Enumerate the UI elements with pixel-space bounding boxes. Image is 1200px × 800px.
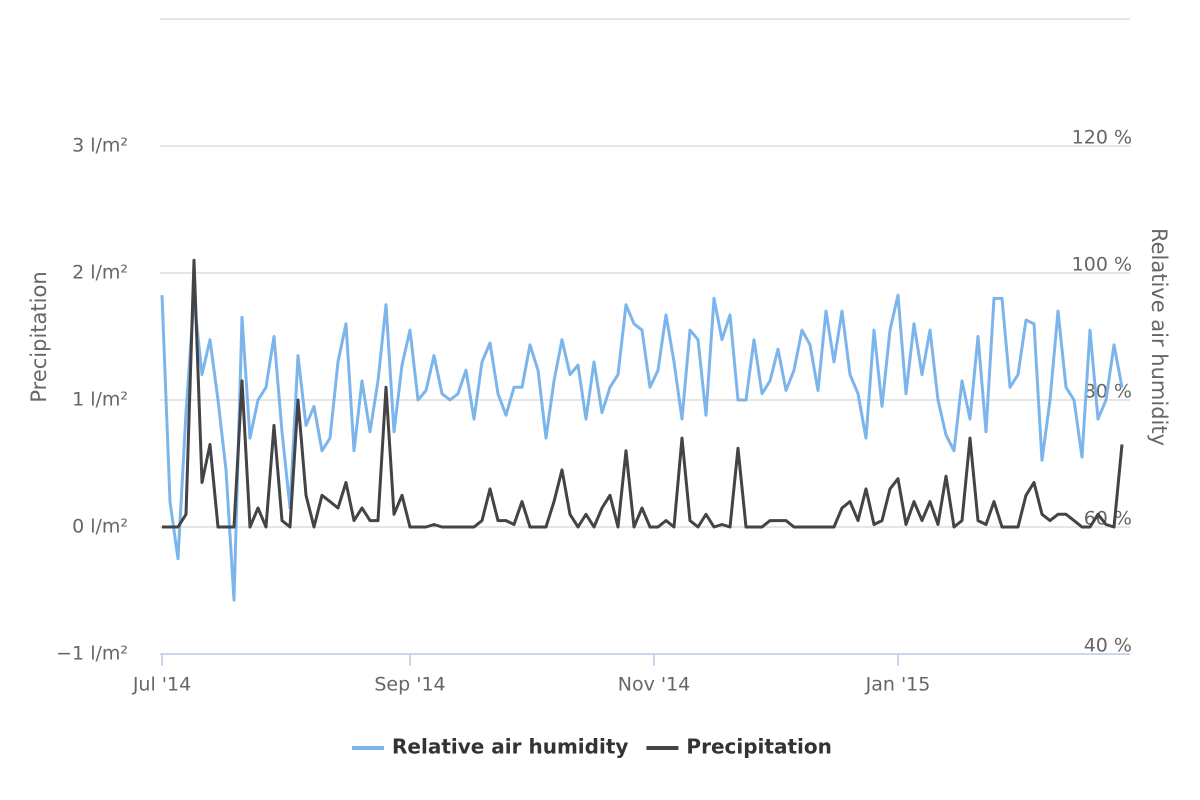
series-line [160,293,1124,602]
x-tick-label: Nov '14 [618,674,691,696]
x-tick-label: Jul '14 [132,674,191,696]
x-tick-label: Jan '15 [865,674,931,696]
y2-tick-label: 120 % [1072,127,1132,149]
y-tick-label: 0 l/m² [72,516,128,538]
y2-tick-label: 40 % [1084,635,1132,657]
legend: Relative air humidity Precipitation [352,735,832,759]
y-tick-label: −1 l/m² [56,643,128,665]
y2-tick-label: 100 % [1072,254,1132,276]
y-axis-title: Precipitation [27,271,51,402]
x-tick-label: Sep '14 [374,674,445,696]
y-tick-label: 1 l/m² [72,389,128,411]
y2-axis-title: Relative air humidity [1147,228,1171,446]
legend-label: Precipitation [686,735,831,759]
y-tick-label: 2 l/m² [72,262,128,284]
y-tick-label: 3 l/m² [72,135,128,157]
y2-tick-label: 60 % [1084,508,1132,530]
legend-label: Relative air humidity [392,735,628,759]
series-line [162,258,1124,529]
